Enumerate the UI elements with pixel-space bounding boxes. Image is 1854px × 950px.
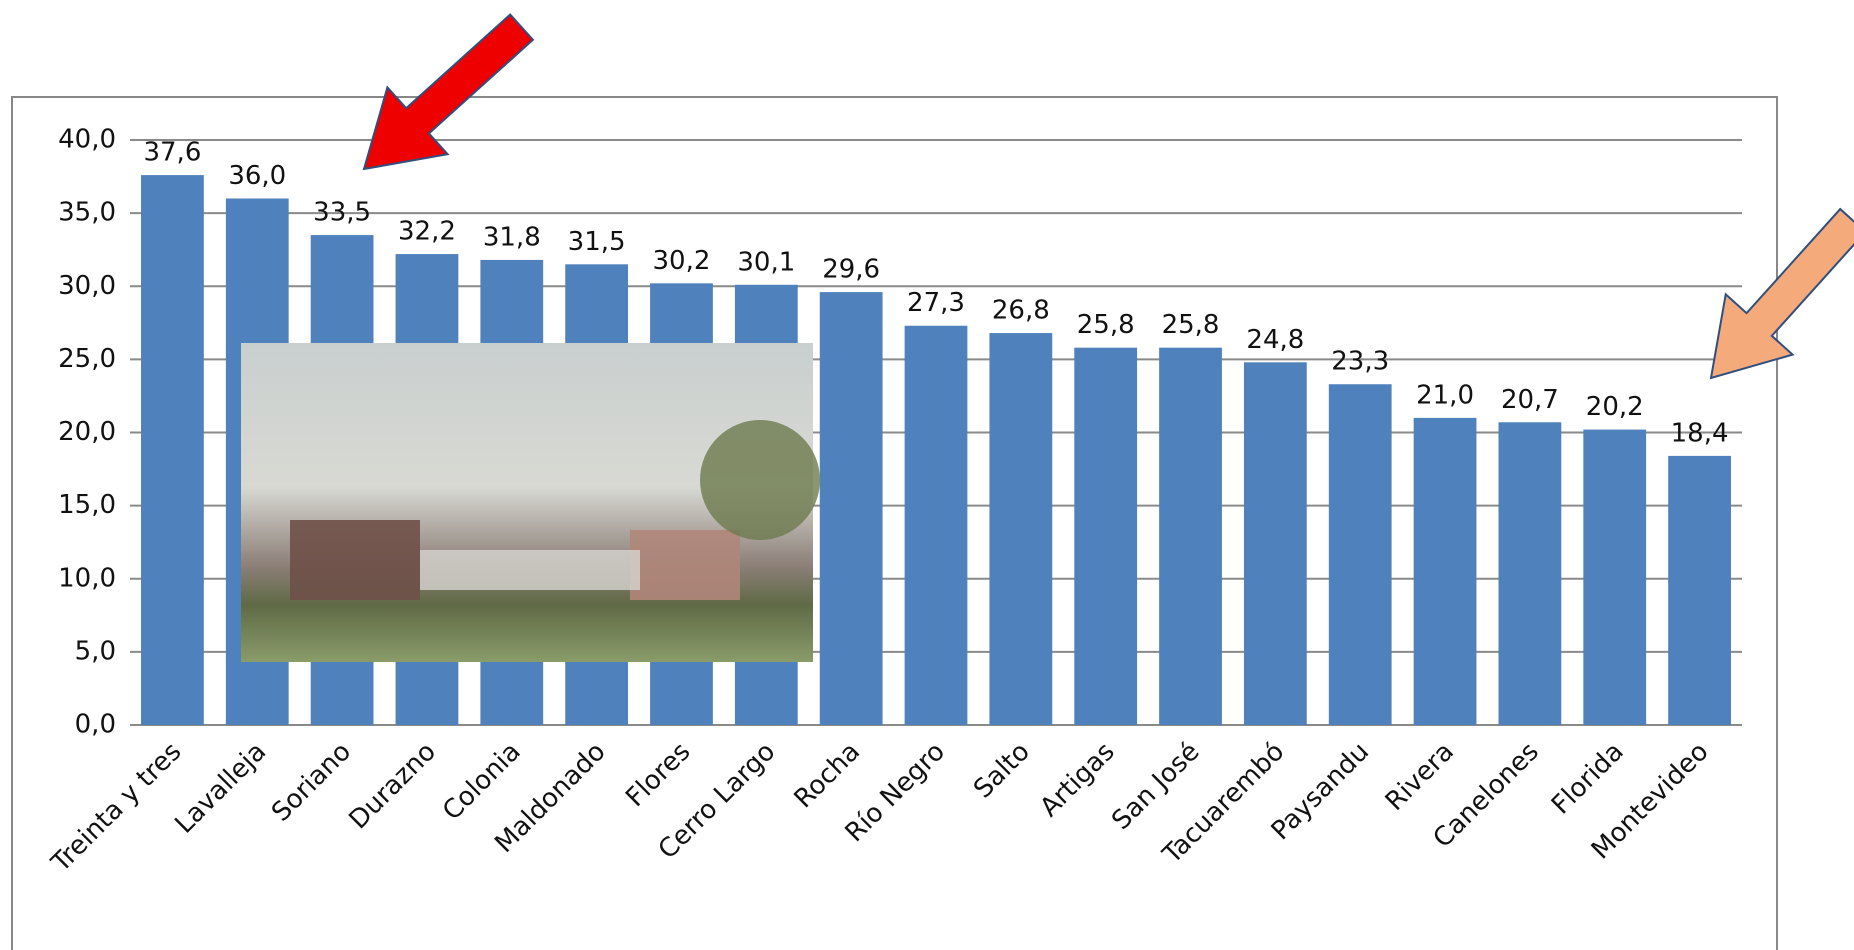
value-label: 29,6 xyxy=(822,255,880,285)
y-tick-label: 0,0 xyxy=(75,710,116,740)
bar xyxy=(1328,384,1392,725)
bar xyxy=(1583,429,1647,725)
x-tick-label: Rocha xyxy=(789,737,866,814)
y-tick-label: 10,0 xyxy=(58,563,116,593)
y-tick-label: 5,0 xyxy=(75,636,116,666)
value-label: 31,8 xyxy=(483,222,541,252)
x-tick-label: Flores xyxy=(620,737,696,813)
bar xyxy=(1498,422,1562,725)
bar xyxy=(1413,417,1477,725)
bar xyxy=(1159,347,1222,725)
bar xyxy=(1668,455,1731,725)
value-label: 27,3 xyxy=(907,288,965,318)
x-tick-label: Florida xyxy=(1546,737,1630,821)
bar xyxy=(141,175,204,726)
value-label: 24,8 xyxy=(1246,325,1304,355)
orange-arrow xyxy=(1709,207,1854,380)
x-tick-label: Lavalleja xyxy=(169,737,272,840)
value-label: 25,8 xyxy=(1162,310,1220,340)
x-tick-label: Artigas xyxy=(1034,737,1120,823)
value-label: 21,0 xyxy=(1416,380,1474,410)
value-label: 33,5 xyxy=(313,198,371,228)
value-label: 25,8 xyxy=(1077,310,1135,340)
bar xyxy=(1074,347,1138,725)
value-label: 30,2 xyxy=(653,246,711,276)
x-tick-label: Durazno xyxy=(343,737,441,835)
bar xyxy=(819,292,883,725)
value-label: 23,3 xyxy=(1331,347,1389,377)
value-label: 36,0 xyxy=(228,161,286,191)
bar xyxy=(1243,362,1307,725)
value-label: 30,1 xyxy=(737,247,795,277)
y-tick-label: 35,0 xyxy=(58,198,116,228)
bar xyxy=(904,325,968,725)
chart-frame xyxy=(11,96,1778,950)
value-label: 31,5 xyxy=(568,227,626,257)
value-label: 26,8 xyxy=(992,296,1050,326)
y-tick-label: 20,0 xyxy=(58,417,116,447)
x-tick-label: Rivera xyxy=(1380,737,1460,817)
y-tick-label: 30,0 xyxy=(58,271,116,301)
bar xyxy=(989,333,1053,725)
value-label: 32,2 xyxy=(398,217,456,247)
value-label: 37,6 xyxy=(143,138,201,168)
x-tick-label: Salto xyxy=(968,737,1036,805)
value-label: 20,2 xyxy=(1586,392,1644,422)
value-label: 20,7 xyxy=(1501,385,1559,415)
red-arrow xyxy=(362,13,535,171)
y-tick-label: 15,0 xyxy=(58,490,116,520)
y-tick-label: 40,0 xyxy=(58,125,116,155)
x-tick-label: Treinta y tres xyxy=(45,737,187,879)
value-label: 18,4 xyxy=(1671,418,1729,448)
y-tick-label: 25,0 xyxy=(58,344,116,374)
painting xyxy=(241,343,820,662)
